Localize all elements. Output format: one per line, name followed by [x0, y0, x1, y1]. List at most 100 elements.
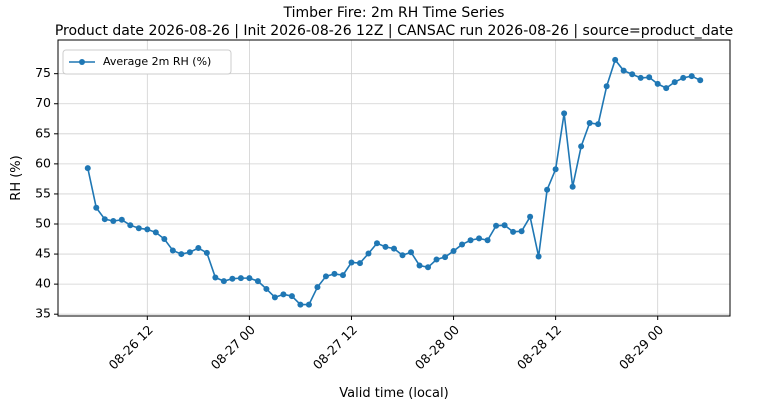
- x-tick-label: 08-26 12: [106, 322, 156, 372]
- data-point: [518, 228, 525, 235]
- data-point: [186, 249, 193, 256]
- data-point: [220, 278, 227, 285]
- y-axis-label: RH (%): [9, 155, 24, 200]
- data-point: [663, 85, 670, 92]
- x-tick-label: 08-27 12: [310, 322, 360, 372]
- data-point: [348, 259, 355, 266]
- data-point: [578, 143, 585, 150]
- data-point: [467, 237, 474, 244]
- data-point: [433, 256, 440, 263]
- plot-frame: [57, 39, 731, 317]
- y-tick-label: 60: [35, 155, 51, 170]
- data-point: [254, 278, 261, 285]
- data-point: [84, 165, 91, 172]
- data-point: [680, 74, 687, 81]
- y-tick-label: 55: [35, 185, 51, 200]
- data-point: [408, 249, 415, 256]
- data-point: [135, 225, 142, 232]
- data-point: [237, 275, 244, 282]
- data-point: [476, 235, 483, 242]
- data-point: [178, 251, 185, 258]
- data-point: [127, 222, 134, 229]
- data-point: [356, 260, 363, 267]
- data-point: [416, 262, 423, 269]
- x-tick-label: 08-27 00: [208, 322, 258, 372]
- data-point: [688, 73, 695, 80]
- data-point: [229, 275, 236, 282]
- data-point: [595, 121, 602, 128]
- data-point: [288, 293, 295, 300]
- data-point: [535, 253, 542, 260]
- data-point: [144, 226, 151, 233]
- data-point: [484, 237, 491, 244]
- data-point: [671, 79, 678, 86]
- data-point: [246, 275, 253, 282]
- x-tick-label: 08-28 12: [514, 322, 564, 372]
- chart-subtitle: Product date 2026-08-26 | Init 2026-08-2…: [55, 23, 733, 39]
- data-point: [637, 74, 644, 81]
- data-point: [110, 217, 117, 224]
- y-tick-label: 40: [35, 276, 51, 291]
- data-point: [212, 274, 219, 281]
- data-point: [152, 229, 159, 236]
- series-line: [86, 58, 701, 306]
- data-point: [322, 273, 329, 280]
- legend-label: Average 2m RH (%): [103, 55, 211, 68]
- x-tick-label: 08-29 00: [616, 322, 666, 372]
- data-point: [654, 80, 661, 87]
- data-point: [442, 254, 449, 261]
- data-point: [425, 264, 432, 271]
- data-point: [271, 294, 278, 301]
- x-axis-label: Valid time (local): [339, 386, 448, 401]
- chart-title: Timber Fire: 2m RH Time Series: [283, 5, 505, 21]
- y-tick-label: 65: [35, 125, 51, 140]
- data-point: [544, 186, 551, 193]
- data-point: [612, 56, 619, 63]
- data-point: [552, 166, 559, 173]
- y-tick-label: 35: [35, 306, 51, 321]
- data-point: [620, 67, 627, 74]
- y-tick-label: 70: [35, 95, 51, 110]
- data-point: [527, 213, 534, 220]
- data-point: [697, 77, 704, 84]
- y-tick-label: 75: [35, 65, 51, 80]
- data-point: [169, 247, 176, 254]
- data-point: [586, 119, 593, 126]
- legend-box: [62, 49, 232, 75]
- data-point: [101, 216, 108, 223]
- data-point: [493, 222, 500, 229]
- data-point: [93, 204, 100, 211]
- data-point: [646, 74, 653, 81]
- data-point: [629, 71, 636, 78]
- data-point: [195, 245, 202, 252]
- y-tick-label: 45: [35, 246, 51, 261]
- data-point: [459, 241, 466, 248]
- data-point: [365, 250, 372, 257]
- legend: Average 2m RH (%): [62, 49, 232, 75]
- data-point: [161, 236, 168, 243]
- data-point: [339, 272, 346, 279]
- data-point: [314, 284, 321, 291]
- data-point: [561, 110, 568, 117]
- data-point: [510, 228, 517, 235]
- data-point: [501, 222, 508, 229]
- data-point: [297, 301, 304, 308]
- data-point: [118, 216, 125, 223]
- y-tick-label: 50: [35, 216, 51, 231]
- legend-marker: [79, 59, 85, 65]
- data-point: [280, 291, 287, 298]
- data-point: [263, 285, 270, 292]
- data-point: [203, 249, 210, 256]
- data-point: [569, 183, 576, 190]
- data-point: [603, 83, 610, 90]
- data-point: [373, 240, 380, 247]
- data-point: [382, 243, 389, 250]
- x-tick-label: 08-28 00: [412, 322, 462, 372]
- data-point: [391, 245, 397, 252]
- data-point: [399, 252, 406, 259]
- data-point: [331, 270, 338, 277]
- data-point: [305, 301, 312, 308]
- data-point: [450, 248, 457, 255]
